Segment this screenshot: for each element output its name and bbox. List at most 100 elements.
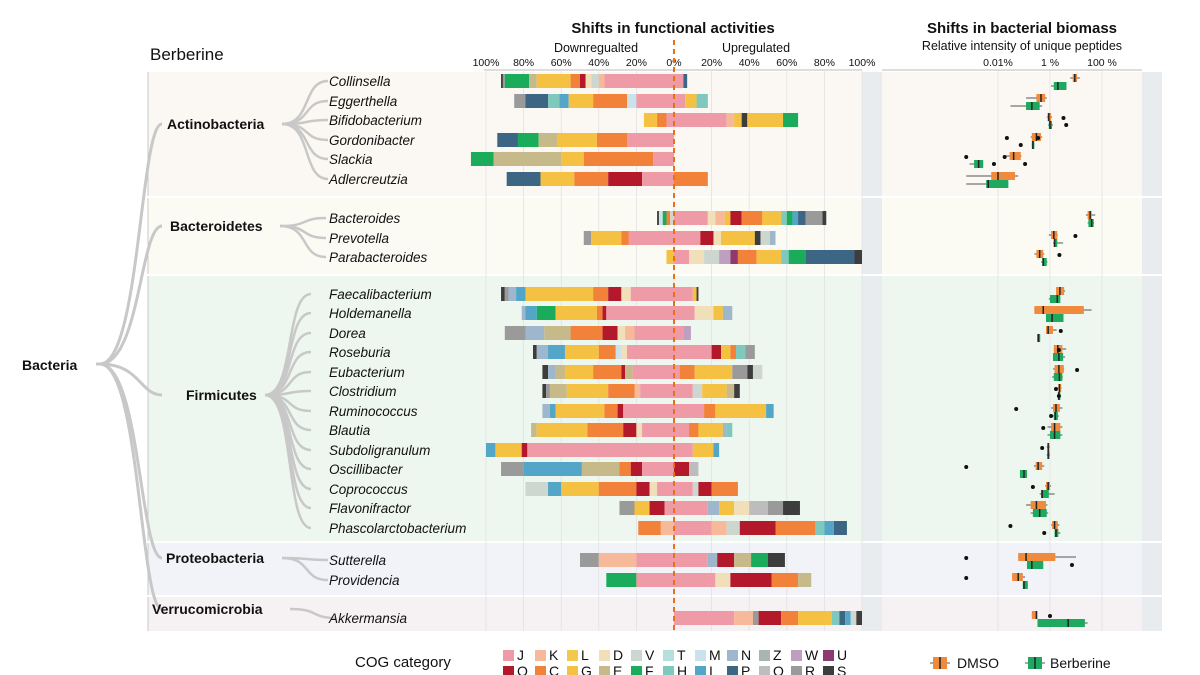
bar-segment-C — [775, 521, 815, 535]
functional-x-ticks: 100%80%60%40%20%0%20%40%60%80%100% — [473, 57, 876, 69]
bar-segment-J — [674, 365, 680, 379]
phylum-label: Bacteroidetes — [170, 218, 263, 234]
bar-segment-F — [536, 306, 556, 320]
bar-segment-J — [674, 74, 684, 88]
box-body — [1012, 573, 1023, 581]
bar-segment-C — [598, 482, 637, 496]
bar-segment-R — [583, 231, 592, 245]
panel-gap — [862, 276, 882, 541]
bar-segment-C — [593, 365, 622, 379]
outlier-point — [964, 576, 969, 580]
tree-branch — [99, 122, 163, 366]
bar-segment-O — [521, 443, 528, 457]
outlier-point — [1061, 116, 1066, 120]
bar-segment-E — [726, 384, 735, 398]
panel-gap — [862, 198, 882, 274]
bar-segment-S — [696, 287, 699, 301]
bar-segment-H — [831, 611, 840, 625]
bar-segment-J — [666, 113, 674, 127]
bar-segment-K — [598, 74, 605, 88]
box-body — [1018, 553, 1056, 561]
bar-segment-P — [683, 74, 688, 88]
phylum-label: Firmicutes — [186, 387, 257, 403]
bar-segment-G — [568, 94, 594, 108]
bar-segment-D — [694, 306, 714, 320]
cog-legend-swatch — [823, 650, 834, 661]
genus-label: Roseburia — [329, 345, 391, 360]
cog-legend-swatch — [567, 650, 578, 661]
box-body — [986, 180, 1009, 188]
bar-segment-C — [666, 211, 671, 225]
box-body — [1026, 102, 1040, 110]
bar-segment-K — [711, 521, 727, 535]
box-body — [1042, 258, 1047, 266]
outlier-point — [1041, 426, 1046, 430]
bar-segment-O — [730, 573, 772, 587]
bar-segment-G — [694, 365, 733, 379]
bar-segment-M — [658, 211, 663, 225]
bar-segment-V — [726, 521, 740, 535]
outlier-point — [1040, 446, 1045, 450]
bar-segment-J — [630, 287, 674, 301]
bar-segment-J — [634, 326, 674, 340]
cog-legend-swatch — [631, 650, 642, 661]
bar-segment-C — [711, 482, 738, 496]
genus-label: Prevotella — [329, 231, 390, 246]
bar-segment-G — [555, 306, 597, 320]
phylum-label: Verrucomicrobia — [152, 601, 263, 617]
bar-segment-J — [674, 443, 693, 457]
bar-segment-J — [642, 462, 674, 476]
cog-legend-label: K — [549, 647, 559, 663]
bar-segment-S — [822, 211, 827, 225]
bar-segment-R — [504, 326, 526, 340]
genus-label: Holdemanella — [329, 306, 412, 321]
outlier-point — [991, 162, 996, 166]
bar-segment-N — [542, 404, 550, 418]
outlier-point — [1023, 162, 1028, 166]
bar-segment-D — [713, 231, 721, 245]
bar-segment-S — [854, 250, 862, 264]
cog-legend-label: N — [741, 647, 751, 663]
bar-segment-J — [674, 553, 708, 567]
tree-branch — [99, 362, 163, 397]
bar-segment-V — [752, 365, 763, 379]
genus-label: Coprococcus — [329, 482, 408, 497]
dmso-legend-key — [930, 657, 950, 669]
cog-legend-swatch — [535, 650, 546, 661]
bar-segment-I — [525, 306, 537, 320]
cog-legend-label: F — [645, 663, 654, 675]
outlier-point — [964, 556, 969, 560]
bar-segment-O — [623, 423, 637, 437]
genus-label: Eubacterium — [329, 365, 405, 380]
bar-segment-J — [664, 501, 674, 515]
bar-segment-C — [604, 404, 618, 418]
box-body — [1026, 561, 1044, 569]
bar-segment-V — [704, 250, 720, 264]
outlier-point — [1073, 234, 1078, 238]
cog-legend-label: T — [677, 647, 686, 663]
panel-edge — [1142, 276, 1162, 541]
cog-legend-label: R — [805, 663, 815, 675]
cog-legend-label: L — [581, 647, 589, 663]
bar-segment-J — [674, 423, 690, 437]
bar-segment-O — [698, 482, 712, 496]
tree-branch — [279, 224, 327, 259]
outlier-point — [1056, 348, 1061, 352]
bar-segment-W — [683, 326, 691, 340]
outlier-point — [1036, 136, 1041, 140]
bar-segment-J — [636, 553, 674, 567]
genus-label: Eggerthella — [329, 94, 398, 109]
bar-segment-D — [621, 287, 631, 301]
bar-segment-C — [689, 423, 699, 437]
bar-segment-O — [630, 462, 643, 476]
bar-segment-O — [700, 231, 714, 245]
outlier-point — [1057, 253, 1062, 257]
bar-segment-I — [559, 94, 569, 108]
bar-segment-J — [674, 326, 684, 340]
bar-segment-O — [711, 345, 721, 359]
cog-legend-label: E — [613, 663, 622, 675]
bar-segment-G — [495, 443, 522, 457]
bar-segment-S — [533, 345, 537, 359]
genus-label: Bifidobacterium — [329, 113, 422, 128]
cog-legend-label: O — [517, 663, 528, 675]
